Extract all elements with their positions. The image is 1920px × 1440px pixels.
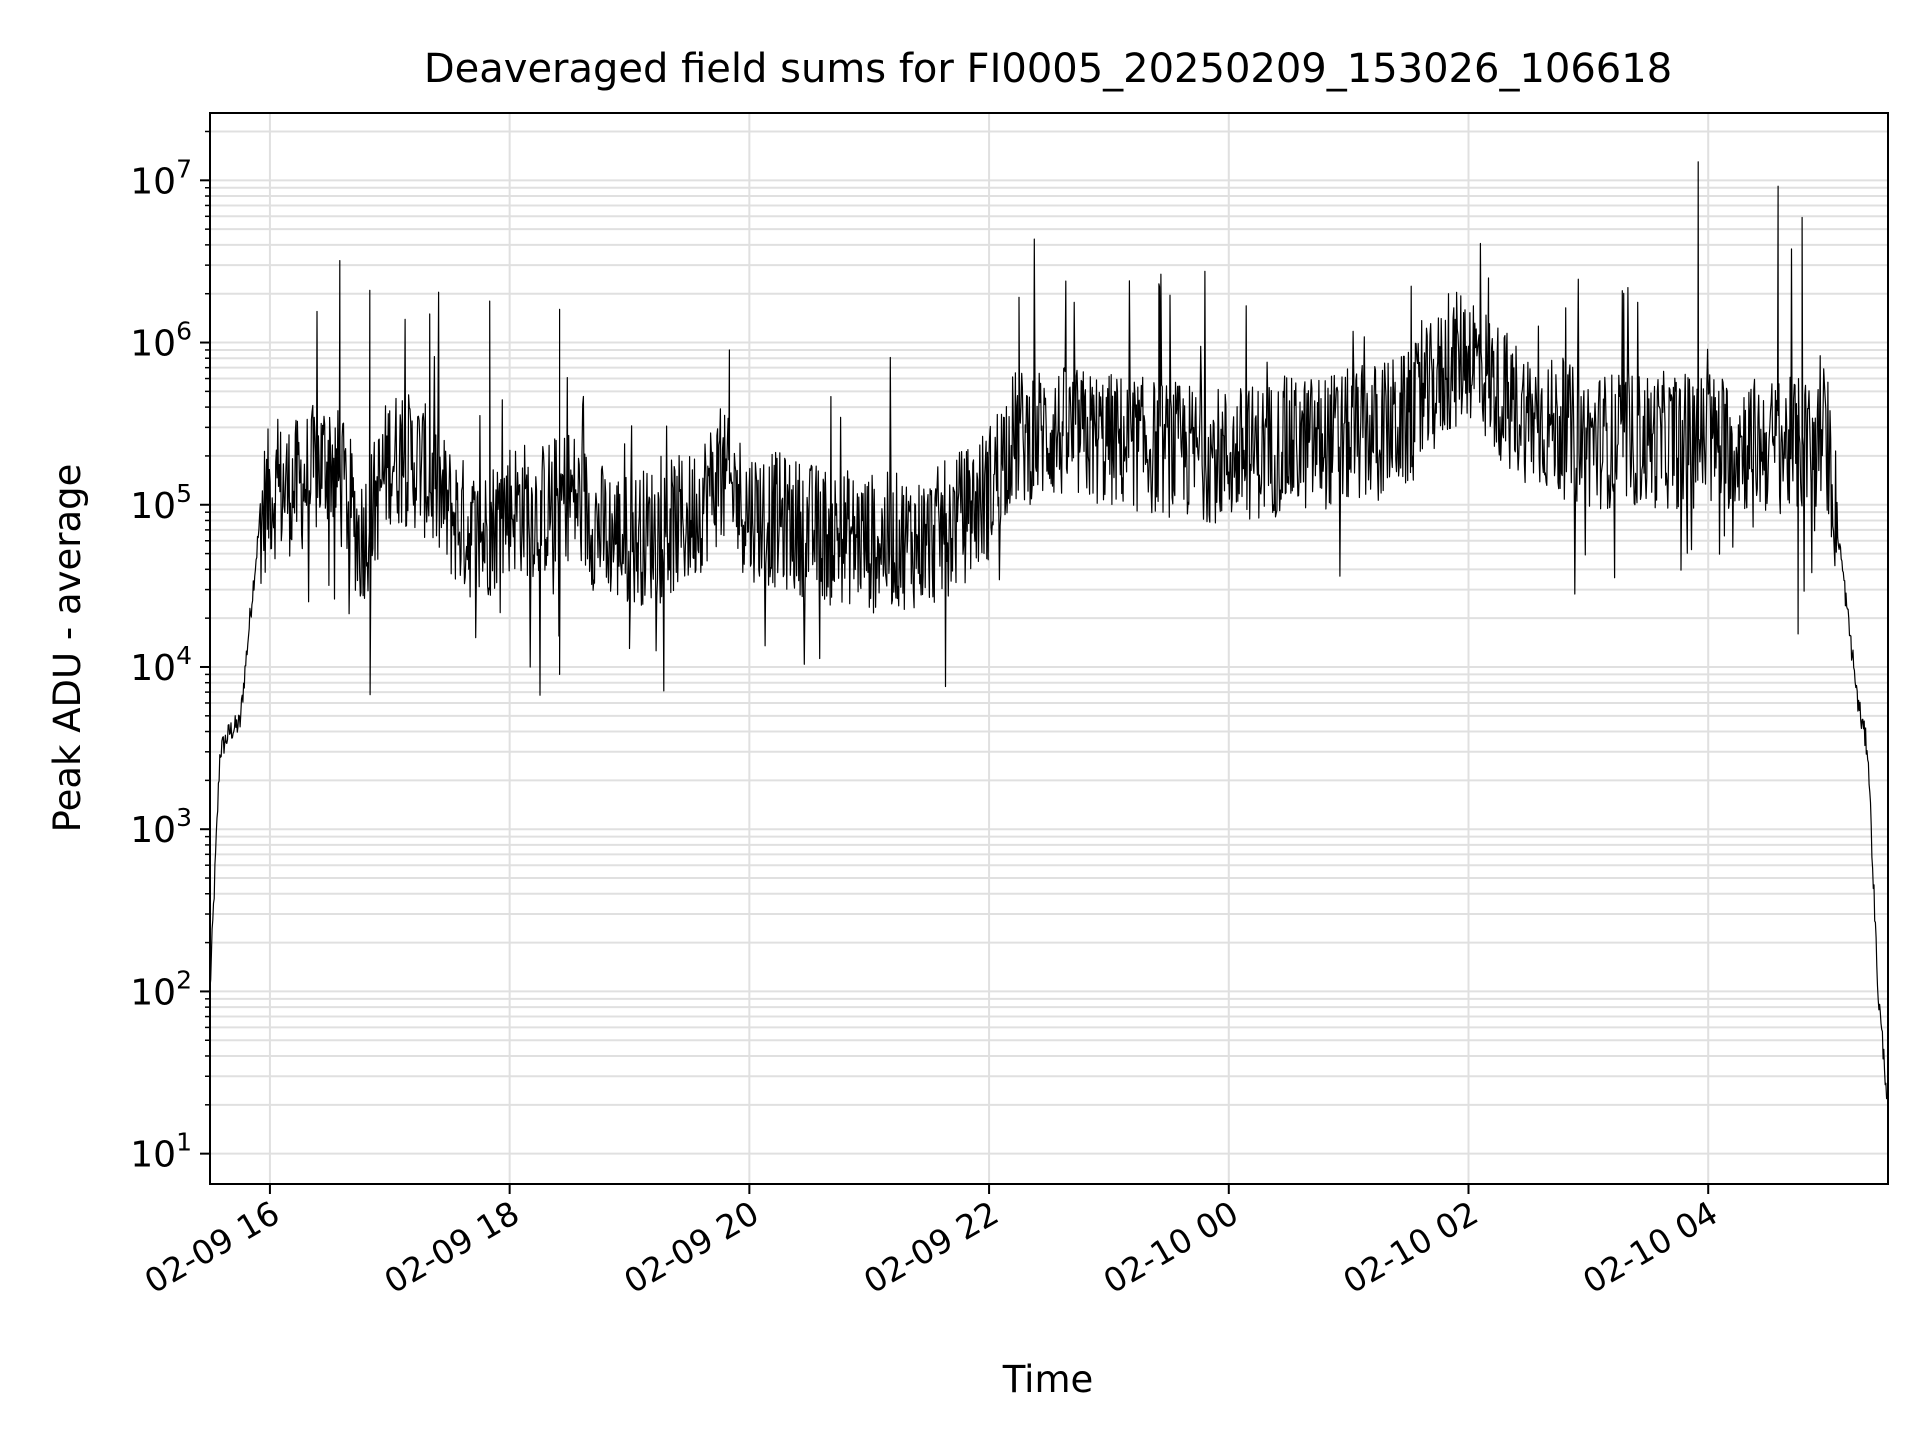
y-axis-label: Peak ADU - average (46, 464, 89, 833)
y-tick-label: 106 (130, 317, 192, 365)
x-axis: 02-09 16 02-09 18 02-09 20 02-09 22 02-10 00… (138, 1184, 1724, 1301)
series-layer (209, 161, 1889, 1100)
y-tick-label: 105 (130, 479, 192, 527)
x-tick-label: 02-09 20 (617, 1193, 765, 1301)
y-tick-label: 104 (130, 641, 192, 689)
x-tick-label: 02-09 18 (378, 1193, 526, 1301)
series-line (209, 161, 1889, 1100)
y-tick-label: 103 (130, 803, 192, 851)
y-axis: 101 102 103 104 105 106 107 (130, 130, 210, 1176)
y-tick-label: 107 (130, 154, 192, 202)
grid (210, 113, 1888, 1184)
x-tick-label: 02-10 00 (1097, 1193, 1245, 1301)
x-tick-label: 02-10 04 (1576, 1193, 1724, 1301)
plot-area (209, 112, 1889, 1185)
chart-title: Deaveraged field sums for FI0005_2025020… (424, 46, 1672, 92)
y-tick-label: 102 (130, 965, 192, 1013)
x-axis-label: Time (1002, 1358, 1094, 1401)
x-tick-label: 02-09 22 (857, 1193, 1005, 1301)
y-tick-label: 101 (130, 1128, 192, 1176)
x-tick-label: 02-09 16 (138, 1193, 286, 1301)
x-tick-label: 02-10 02 (1337, 1193, 1485, 1301)
